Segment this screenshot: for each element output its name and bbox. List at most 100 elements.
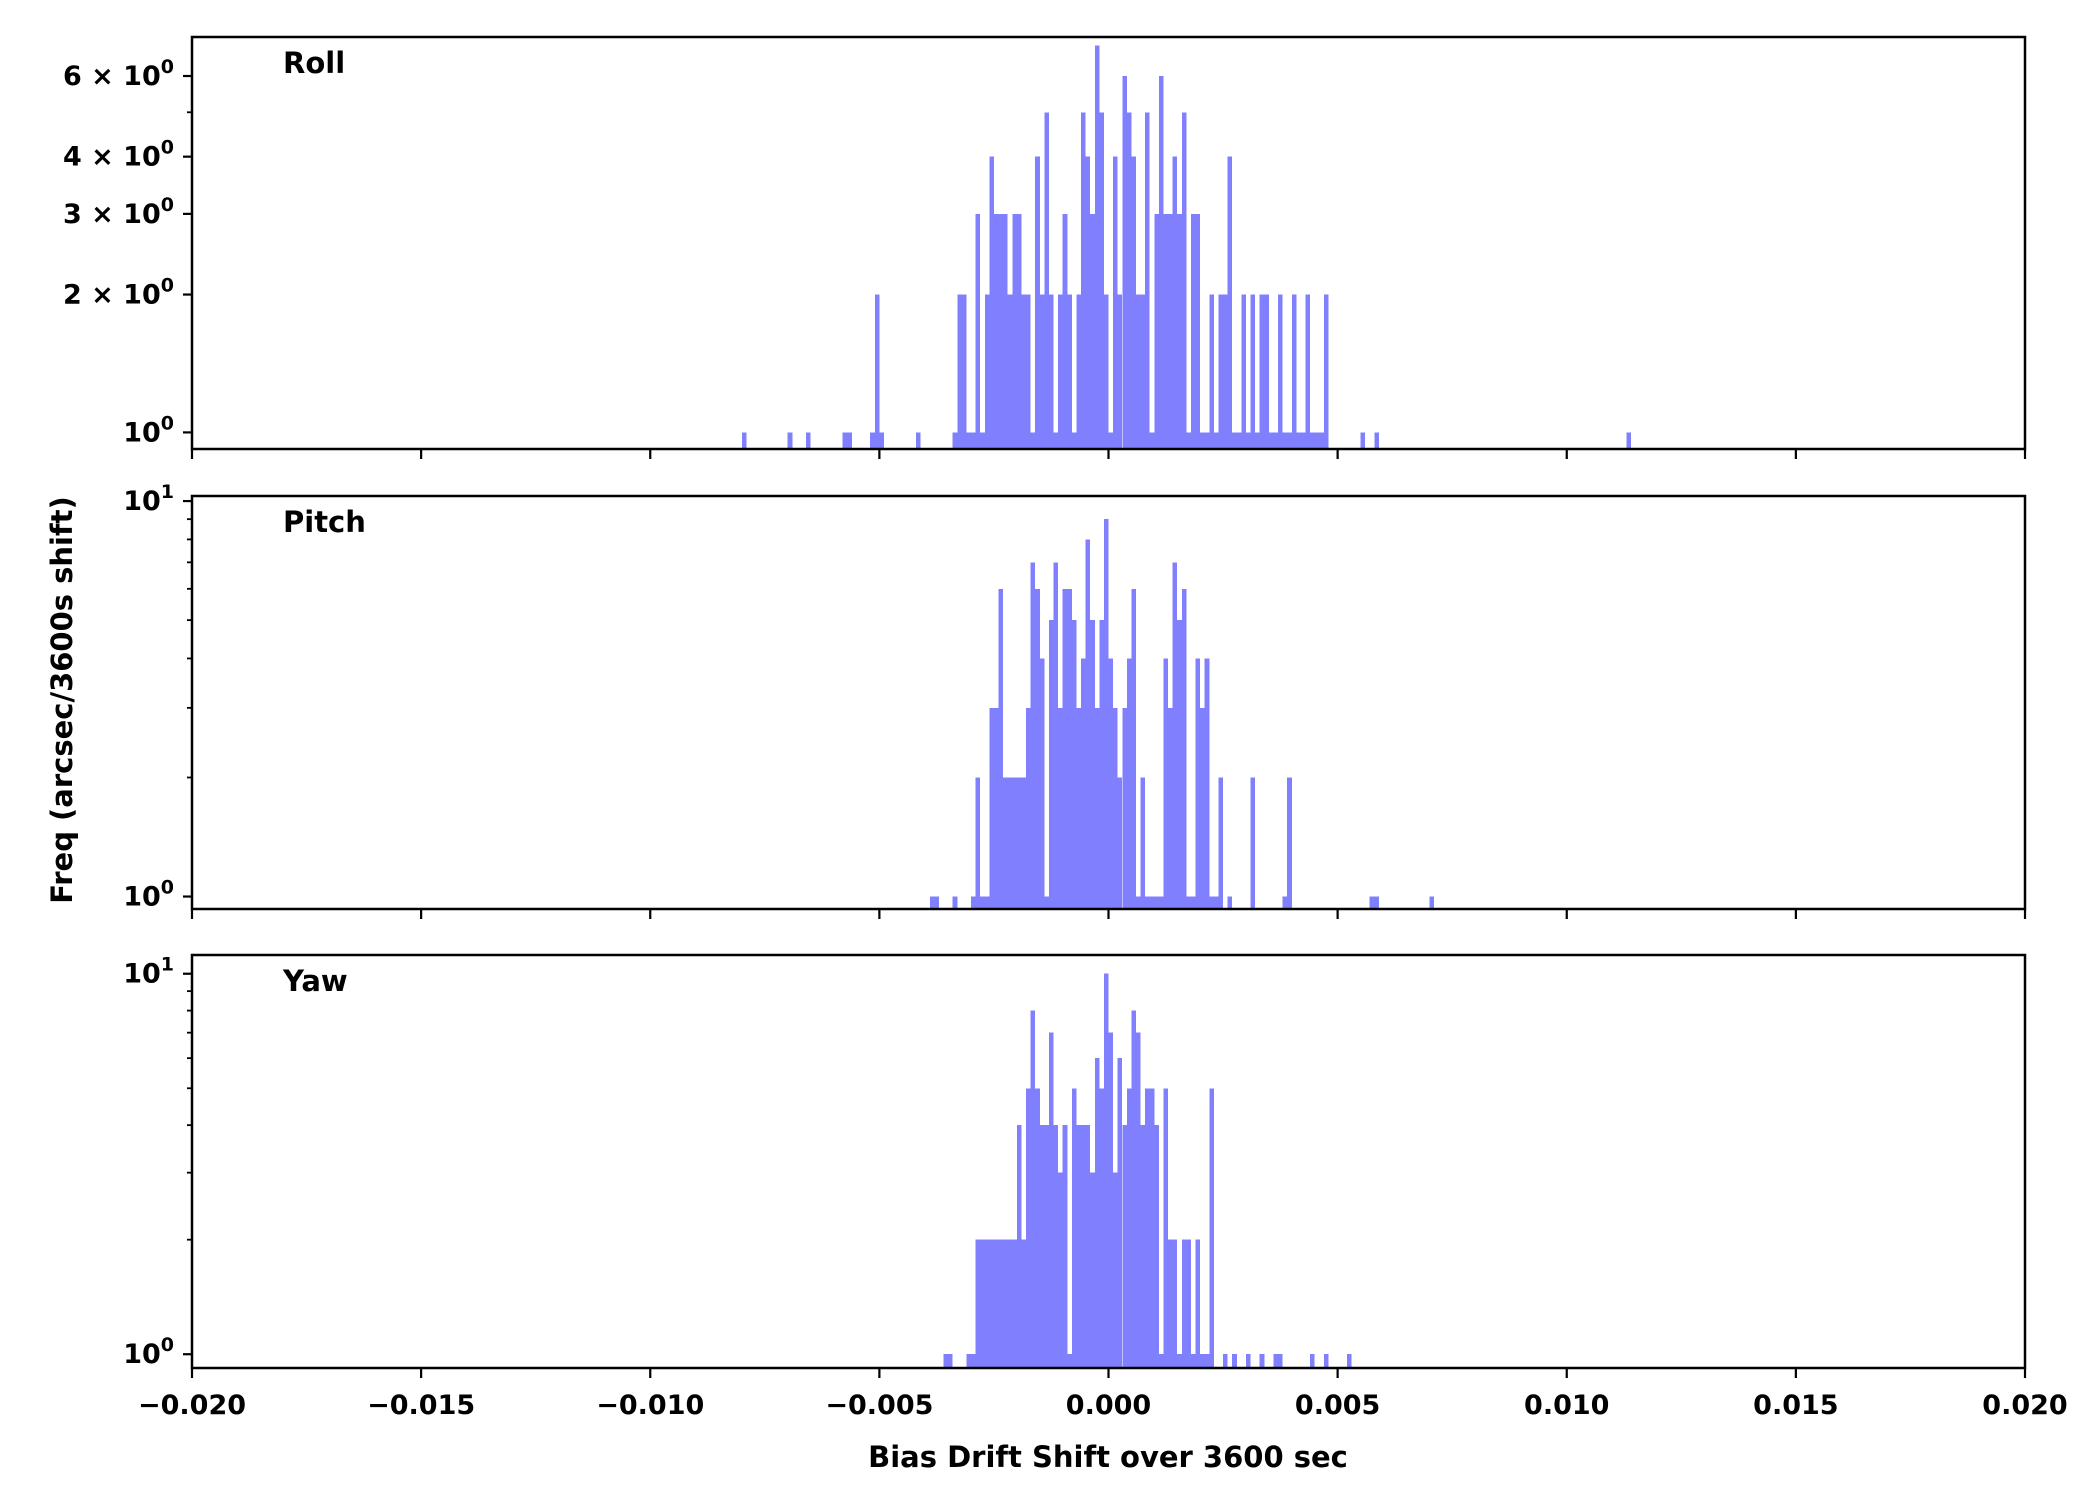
histogram-bar: [980, 432, 985, 449]
histogram-bar: [1259, 294, 1265, 449]
histogram-bar: [1163, 1088, 1169, 1368]
histogram-bar: [989, 156, 994, 449]
histogram-bar: [966, 1354, 972, 1368]
histogram-bar: [1021, 777, 1027, 909]
histogram-bar: [1103, 973, 1109, 1368]
histogram-bar: [1190, 1354, 1196, 1368]
histogram-bar: [989, 707, 994, 909]
histogram-bar: [1172, 156, 1178, 449]
histogram-bar: [1113, 156, 1118, 449]
histogram-bar: [1200, 1354, 1205, 1368]
histogram-bar: [1195, 1239, 1201, 1368]
histogram-bar: [1067, 294, 1072, 449]
y-axis-label: Freq (arcsec/3600s shift): [45, 496, 79, 903]
histogram-bar: [1058, 707, 1063, 909]
histogram-bar: [1186, 432, 1191, 449]
histogram-bar: [787, 432, 793, 449]
histogram-bar: [1310, 432, 1315, 449]
histogram-bar: [1232, 1354, 1237, 1368]
yaw-bars: [943, 973, 1352, 1368]
histogram-bar: [1287, 432, 1292, 449]
histogram-bar: [971, 432, 976, 449]
histogram-bar: [1094, 45, 1100, 449]
histogram-bar: [952, 896, 958, 909]
histogram-bar: [1200, 707, 1205, 909]
y-tick-label: 3 × 100: [63, 194, 174, 230]
histogram-bar: [1016, 777, 1022, 909]
histogram-bar: [1140, 294, 1146, 449]
histogram-bar: [1044, 112, 1049, 449]
histogram-bar: [1053, 432, 1059, 449]
histogram-bar: [1213, 432, 1219, 449]
histogram-bar: [1305, 294, 1311, 449]
histogram-bar: [1323, 1354, 1329, 1368]
histogram-bar: [1291, 294, 1297, 449]
histogram-bar: [1076, 294, 1081, 449]
histogram-bar: [1081, 1125, 1086, 1368]
histogram-bar: [984, 1239, 990, 1368]
histogram-bar: [1003, 1239, 1008, 1368]
histogram-bar: [1026, 1088, 1031, 1368]
histogram-bar: [1007, 1239, 1013, 1368]
histogram-bar: [1131, 156, 1136, 449]
histogram-bar: [1278, 294, 1283, 449]
x-tick-label: 0.015: [1753, 1390, 1838, 1421]
histogram-bar: [1053, 1125, 1059, 1368]
histogram-bar: [1030, 562, 1036, 909]
histogram-bar: [989, 1239, 994, 1368]
histogram-bar: [1181, 112, 1187, 449]
x-tick-label: −0.010: [596, 1390, 704, 1421]
histogram-bar: [1026, 294, 1031, 449]
histogram-bar: [1103, 519, 1109, 909]
histogram-bar: [1099, 1088, 1104, 1368]
histogram-bar: [1145, 112, 1150, 449]
histogram-bar: [1021, 1239, 1027, 1368]
histogram-bar: [966, 432, 972, 449]
histogram-bar: [1168, 1239, 1173, 1368]
histogram-bar: [1177, 620, 1182, 909]
histogram-bar: [1062, 213, 1068, 449]
histogram-bar: [1012, 213, 1017, 449]
histogram-bar: [1030, 432, 1036, 449]
histogram-bar: [1012, 1239, 1017, 1368]
histogram-bar: [1168, 213, 1173, 449]
histogram-bar: [1255, 432, 1260, 449]
histogram-bar: [975, 1239, 981, 1368]
histogram-bar: [1323, 294, 1329, 449]
histogram-bar: [1195, 658, 1201, 909]
histogram-bar: [929, 896, 935, 909]
histogram-bar: [1282, 432, 1288, 449]
y-tick-label: 2 × 100: [63, 275, 174, 311]
histogram-bar: [847, 432, 852, 449]
histogram-bar: [1099, 112, 1104, 449]
histogram-bar: [1158, 76, 1164, 449]
histogram-bar: [1003, 777, 1008, 909]
histogram-bar: [741, 432, 747, 449]
histogram-bar: [1122, 76, 1127, 449]
y-tick-label: 4 × 100: [63, 137, 174, 173]
histogram-bar: [874, 294, 880, 449]
histogram-bar: [1259, 1354, 1265, 1368]
histogram-bar: [998, 1239, 1004, 1368]
histogram-bar: [1218, 294, 1224, 449]
histogram-bar: [1035, 156, 1040, 449]
histogram-bar: [1007, 777, 1013, 909]
histogram-bar: [993, 707, 999, 909]
histogram-bar: [1113, 707, 1118, 909]
x-tick-label: 0.020: [1982, 1390, 2067, 1421]
histogram-bar: [1250, 777, 1256, 909]
histogram-bar: [1145, 1088, 1150, 1368]
histogram-bar: [971, 1354, 976, 1368]
pitch-panel-label: Pitch: [283, 505, 366, 539]
histogram-bar: [1181, 588, 1187, 909]
histogram-bar: [1204, 1354, 1210, 1368]
histogram-bar: [1108, 432, 1114, 449]
histogram-bar: [1081, 112, 1086, 449]
histogram-bar: [1058, 294, 1063, 449]
histogram-bar: [998, 213, 1004, 449]
histogram-bar: [1044, 896, 1049, 909]
histogram-bar: [1181, 1239, 1187, 1368]
histogram-bar: [975, 213, 981, 449]
histogram-bar: [1213, 896, 1219, 909]
histogram-bar: [1236, 432, 1242, 449]
